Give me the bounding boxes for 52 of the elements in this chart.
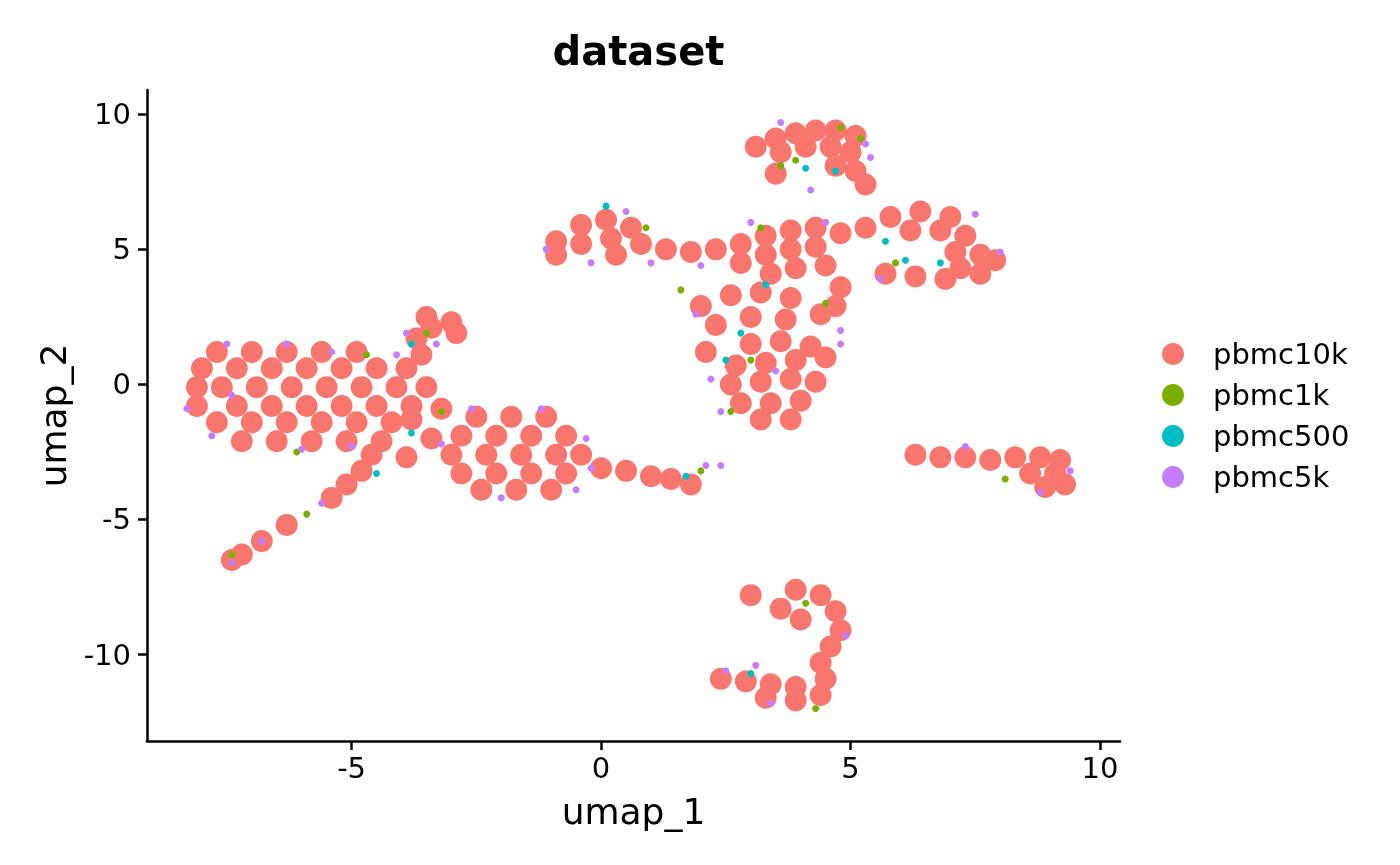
legend-label: pbmc1k	[1213, 378, 1330, 412]
point	[881, 237, 889, 245]
y-tick-label: 0	[112, 367, 131, 402]
y-tick-label: -5	[102, 502, 131, 537]
point	[837, 340, 845, 348]
point	[812, 705, 820, 713]
point	[752, 661, 760, 669]
point	[1001, 475, 1009, 483]
point	[572, 486, 580, 494]
point	[677, 286, 685, 294]
point	[837, 326, 845, 334]
point	[208, 432, 216, 440]
point	[642, 224, 650, 232]
point	[792, 156, 800, 164]
point	[587, 259, 595, 267]
y-tick-label: -10	[83, 637, 131, 672]
point	[717, 461, 725, 469]
x-tick-label: 5	[841, 750, 860, 785]
point	[867, 154, 875, 162]
point	[807, 186, 815, 194]
point	[802, 599, 810, 607]
x-tick-label: 0	[591, 750, 611, 785]
point	[582, 434, 590, 442]
point	[432, 340, 440, 348]
x-tick-label: 10	[1081, 750, 1119, 785]
point	[901, 256, 909, 264]
point	[747, 356, 755, 364]
legend-label: pbmc5k	[1213, 460, 1330, 494]
point	[373, 470, 381, 478]
chart-title: dataset	[552, 28, 725, 74]
point	[392, 351, 400, 359]
point	[971, 210, 979, 218]
y-tick-label: 5	[112, 232, 131, 267]
point	[777, 118, 785, 126]
point	[936, 259, 944, 267]
x-axis-title: umap_1	[561, 790, 706, 832]
y-axis-title: umap_2	[32, 343, 74, 488]
point	[303, 510, 311, 518]
point	[717, 407, 725, 415]
point	[747, 218, 755, 226]
point	[407, 429, 415, 437]
point	[702, 461, 710, 469]
point	[707, 375, 715, 383]
legend-label: pbmc500	[1213, 419, 1350, 453]
point	[622, 208, 630, 216]
legend-label: pbmc10k	[1213, 337, 1348, 371]
point	[497, 494, 505, 502]
point	[697, 262, 705, 270]
point	[802, 164, 810, 172]
point	[697, 467, 705, 475]
x-tick-label: -5	[337, 750, 367, 785]
y-tick-label: 10	[94, 97, 131, 132]
